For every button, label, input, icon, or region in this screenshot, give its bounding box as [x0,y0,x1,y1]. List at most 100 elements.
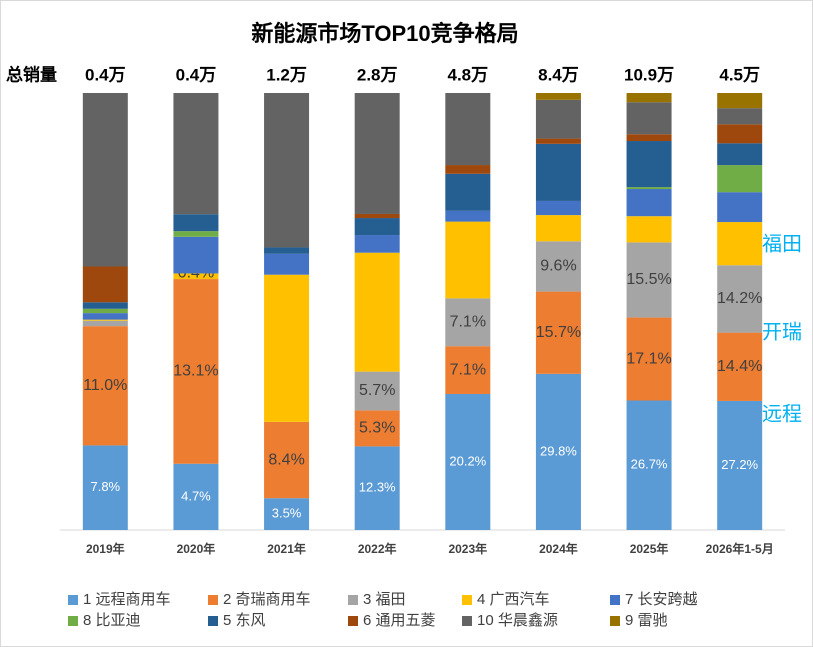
bar-segment [717,165,763,193]
bar-segment [717,192,763,223]
bar-segment [445,93,491,166]
bar-segment [445,173,491,211]
total-value: 10.9万 [624,65,674,84]
data-label: 14.2% [717,290,762,307]
bar-segment [173,214,219,232]
bar-segment [264,421,310,499]
total-value: 0.4万 [176,65,217,84]
bar-segment [173,93,219,215]
data-label: 14.4% [717,358,762,375]
bar-segment [173,236,219,274]
bar-segment [717,400,763,530]
legend-swatch [208,595,218,605]
total-value: 4.5万 [719,65,760,84]
legend-label: 1 远程商用车 [83,591,171,608]
legend-swatch [462,595,472,605]
bar-segment [626,134,672,142]
total-value: 1.2万 [266,65,307,84]
bar-segment [354,213,400,219]
bar-segment [626,216,672,243]
legend-swatch [610,595,620,605]
annotation: 福田 [762,232,802,255]
data-label: 7.1% [450,313,486,330]
bar-segment [535,138,581,144]
x-tick-label: 2021年 [267,541,306,556]
bar-segment [173,279,219,464]
legend-label: 9 雷驰 [625,612,668,629]
data-label: 20.2% [449,453,486,468]
bar-segment [82,320,128,327]
data-label: 26.7% [631,457,668,472]
bar-segment [535,291,581,374]
chart-title: 新能源市场TOP10竞争格局 [251,21,518,46]
x-tick-label: 2023年 [448,541,487,556]
bar-segment [82,445,128,530]
bar-segment [264,253,310,275]
bar-segment [535,373,581,530]
data-label: 5.7% [359,382,395,399]
bar-segment [354,446,400,530]
legend-label: 7 长安跨越 [625,591,698,608]
annotation: 远程 [762,402,802,425]
bar-segment [82,302,128,309]
x-tick-label: 2025年 [630,541,669,556]
bar-segment [264,498,310,530]
total-value: 2.8万 [357,65,398,84]
legend-label: 6 通用五菱 [363,612,436,629]
legend-swatch [462,616,472,626]
data-label: 17.1% [626,350,671,367]
x-tick-label: 2020年 [177,541,216,556]
data-label: 7.1% [450,361,486,378]
bar-segment [264,274,310,422]
bar-segment [445,346,491,394]
bar-segment [173,273,219,280]
bar-segment [626,317,672,401]
bar-segment [626,400,672,530]
total-label: 总销量 [6,64,57,84]
bar-segment [264,247,310,254]
data-label: 13.1% [173,363,218,380]
bar-segment [445,210,491,222]
legend-swatch [348,616,358,626]
bar-segment [535,241,581,292]
bar-segment [173,231,219,237]
bar-segment [626,189,672,217]
legend-label: 2 奇瑞商用车 [223,591,311,608]
legend-label: 3 福田 [363,591,406,608]
data-label: 15.7% [536,324,581,341]
x-tick-label: 2022年 [358,541,397,556]
data-label: 29.8% [540,443,577,458]
data-label: 9.6% [540,258,576,275]
bar-segment [82,93,128,267]
bar-segment [626,102,672,135]
bar-segment [354,371,400,411]
x-tick-label: 2024年 [539,541,578,556]
legend-swatch [68,595,78,605]
bar-segment [717,265,763,333]
bar-segment [717,143,763,166]
x-tick-label: 2019年 [86,541,125,556]
data-label: 7.8% [90,479,120,494]
bar-segment [717,222,763,266]
bar-segment [535,200,581,216]
bar-segment [626,93,672,103]
bar-segment [82,326,128,446]
annotation: 开瑞 [762,320,802,343]
bar-segment [82,266,128,303]
legend-label: 8 比亚迪 [83,612,141,629]
legend-swatch [610,616,620,626]
bar-segment [535,143,581,201]
bar-segment [535,93,581,100]
bar-segment [717,124,763,144]
bar-segment [717,108,763,125]
bar-segment [626,141,672,188]
bar-segment [445,298,491,347]
data-label: 15.5% [626,271,671,288]
bar-segment [354,93,400,214]
data-label: 5.3% [359,420,395,437]
bar-segment [717,93,763,109]
legend-label: 4 广西汽车 [477,591,550,608]
